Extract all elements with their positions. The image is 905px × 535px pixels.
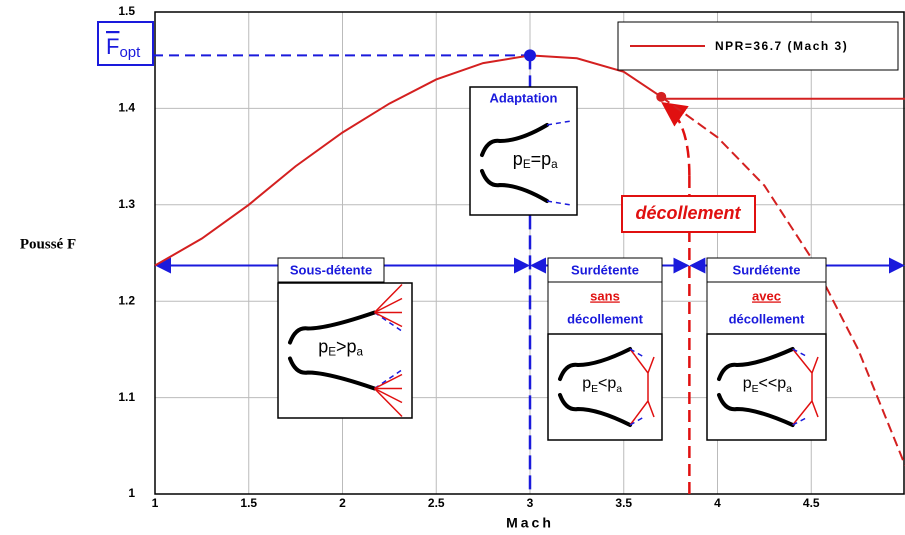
formula-sub: a [616, 384, 622, 395]
x-tick-label: 3.5 [615, 496, 632, 510]
formula: pE<<pa [743, 375, 792, 395]
regime-label: Adaptation [490, 90, 558, 105]
formula-sub: a [357, 346, 364, 359]
regime-label: Sous-détente [290, 262, 372, 277]
formula-sub: a [551, 158, 558, 171]
fopt-main: F [106, 34, 119, 59]
formula-main: <p [598, 375, 616, 392]
regime-box [470, 87, 577, 215]
x-tick-label: 2 [339, 496, 346, 510]
chart: Poussé F Mach 1 1.1 1.2 1.3 1.4 1.5 1 1.5 2 2.5 3 3… [0, 0, 905, 535]
x-axis-label: Mach [506, 515, 554, 531]
formula-main: p [582, 375, 591, 392]
separation-point [656, 92, 666, 102]
page: Poussé F Mach 1 1.1 1.2 1.3 1.4 1.5 1 1.5 2 2.5 3 3… [0, 0, 905, 535]
regime-note: avec [752, 288, 781, 303]
legend-label: NPR=36.7 (Mach 3) [715, 39, 848, 53]
y-tick-label: 1.3 [118, 197, 135, 211]
separation-label: décollement [635, 203, 741, 223]
formula-main: p [318, 336, 328, 356]
optimum-point [524, 49, 536, 61]
x-tick-label: 3 [527, 496, 534, 510]
regime-label: Surdétente [571, 262, 639, 277]
x-tick-label: 2.5 [428, 496, 445, 510]
x-tick-label: 1 [152, 496, 159, 510]
formula: pE<pa [582, 375, 622, 395]
formula-sub: a [786, 384, 792, 395]
formula-main: <<p [759, 375, 787, 392]
regime-label: Surdétente [733, 262, 801, 277]
formula-main: =p [531, 149, 552, 169]
x-tick-label: 4.5 [803, 496, 820, 510]
x-tick-label: 4 [714, 496, 721, 510]
formula-sub: E [523, 158, 531, 171]
y-tick-label: 1 [128, 486, 135, 500]
regime-note: décollement [729, 311, 806, 326]
y-tick-label: 1.1 [118, 390, 135, 404]
y-tick-label: 1.2 [118, 293, 135, 307]
fopt-sub: opt [119, 44, 141, 61]
regime-note: sans [590, 288, 620, 303]
formula-main: >p [336, 336, 357, 356]
y-axis-label: Poussé F [20, 236, 76, 252]
formula-main: p [743, 375, 752, 392]
formula-main: p [513, 149, 523, 169]
x-tick-label: 1.5 [240, 496, 257, 510]
regime-note: décollement [567, 311, 644, 326]
series-line [155, 55, 661, 265]
y-tick-label: 1.5 [118, 4, 135, 18]
y-tick-label: 1.4 [118, 101, 135, 115]
